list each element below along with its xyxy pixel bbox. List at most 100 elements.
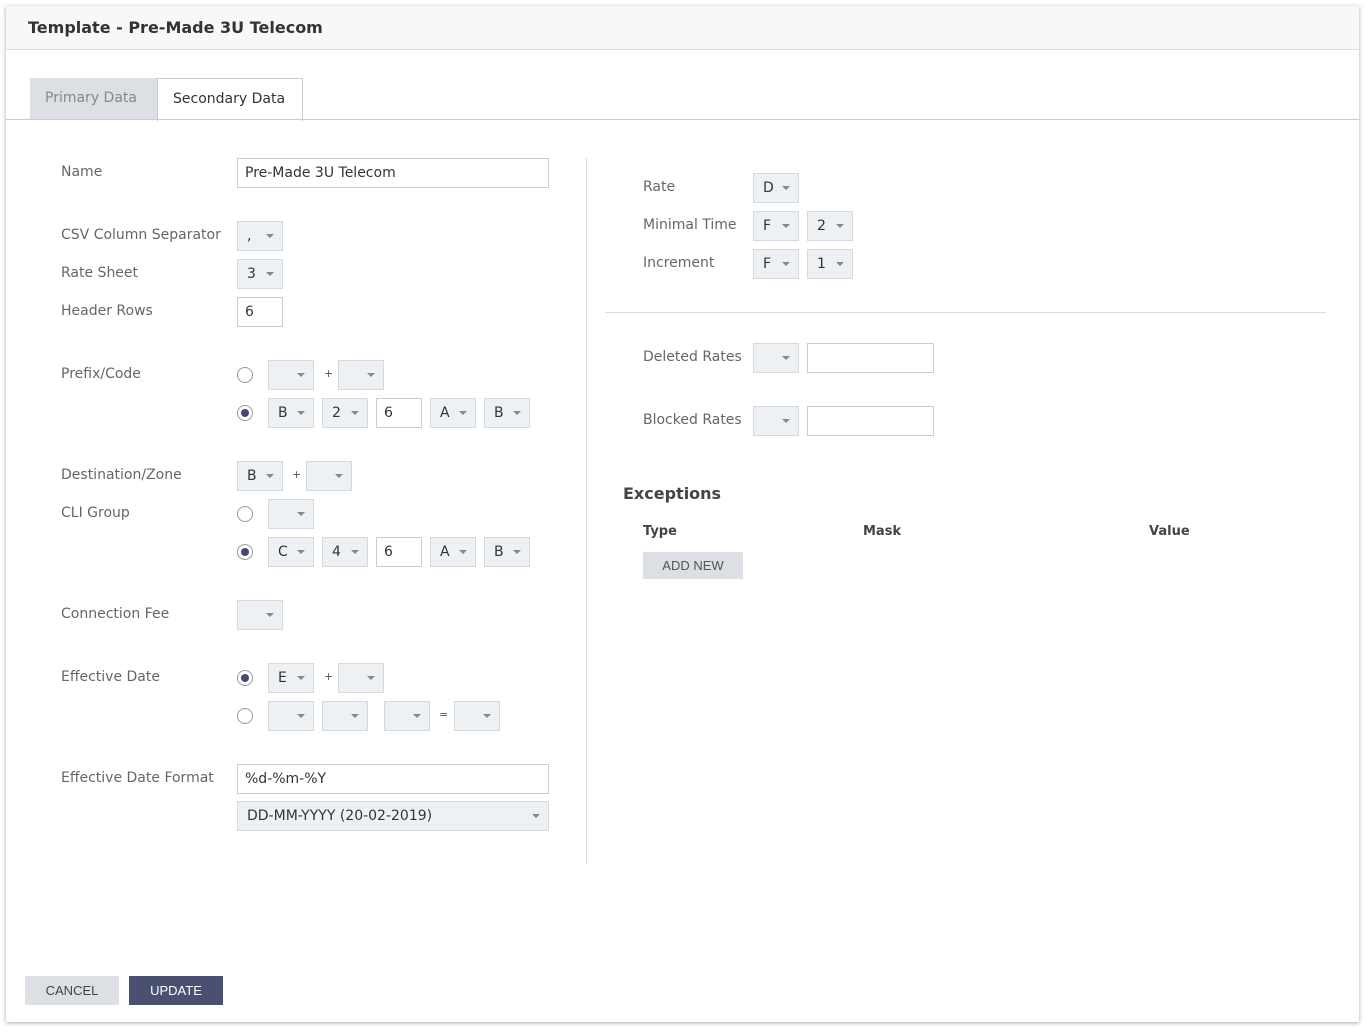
increment-label: Increment [643,255,715,271]
chevron-down-icon [782,262,790,266]
cli-a-select[interactable]: A [430,537,476,567]
cli-option-2-radio[interactable] [237,544,253,560]
prefix-n-select-value: 2 [332,405,341,421]
blocked-rates-select[interactable] [753,406,799,436]
deleted-rates-label: Deleted Rates [643,349,742,365]
effective-date-extra-select[interactable] [338,663,384,693]
header-rows-input[interactable]: 6 [237,297,283,327]
chevron-down-icon [351,550,359,554]
prefix-number-input[interactable]: 6 [376,398,422,428]
name-input[interactable]: Pre-Made 3U Telecom [237,158,549,188]
minimal-time-n-select[interactable]: 2 [807,211,853,241]
chevron-down-icon [297,714,305,718]
prefix-n-select[interactable]: 2 [322,398,368,428]
chevron-down-icon [782,186,790,190]
blocked-rates-label: Blocked Rates [643,412,742,428]
effective-date-column-select-value: E [278,670,287,686]
cli-column-select[interactable]: C [268,537,314,567]
add-exception-button[interactable]: ADD NEW [643,552,743,579]
prefix-a-select-value: A [440,405,450,421]
effective-date-opt2-select-a[interactable] [268,701,314,731]
chevron-down-icon [836,224,844,228]
tab-primary-data[interactable]: Primary Data [30,78,157,120]
exceptions-col-mask: Mask [863,524,902,539]
cli-number-input[interactable]: 6 [376,537,422,567]
deleted-rates-input[interactable] [807,343,934,373]
effective-date-format-input[interactable]: %d-%m-%Y [237,764,549,794]
increment-n-select-value: 1 [817,256,826,272]
column-divider [586,158,587,864]
rate-select[interactable]: D [753,173,799,203]
template-dialog: Template - Pre-Made 3U Telecom Primary D… [6,6,1359,1022]
rate-sheet-select-value: 3 [247,266,256,282]
cli-opt1-select[interactable] [268,499,314,529]
chevron-down-icon [297,676,305,680]
csv-separator-select[interactable]: , [237,221,283,251]
prefix-opt1-select-b[interactable] [338,360,384,390]
rate-sheet-select[interactable]: 3 [237,259,283,289]
effective-date-opt2-select-b[interactable] [322,701,368,731]
increment-n-select[interactable]: 1 [807,249,853,279]
increment-column-select-value: F [763,256,772,272]
chevron-down-icon [297,411,305,415]
prefix-option-2-radio[interactable] [237,405,253,421]
destination-column-select-value: B [247,468,257,484]
prefix-opt1-select-a[interactable] [268,360,314,390]
cancel-button[interactable]: CANCEL [25,976,119,1005]
prefix-a-select[interactable]: A [430,398,476,428]
chevron-down-icon [532,814,540,818]
destination-column-select[interactable]: B [237,461,283,491]
blocked-rates-input[interactable] [807,406,934,436]
connection-fee-select[interactable] [237,600,283,630]
cli-n-select[interactable]: 4 [322,537,368,567]
chevron-down-icon [782,419,790,423]
exceptions-title: Exceptions [623,484,722,503]
chevron-down-icon [459,411,467,415]
deleted-rates-select[interactable] [753,343,799,373]
effective-date-format-input-value: %d-%m-%Y [245,771,327,787]
effective-date-column-select[interactable]: E [268,663,314,693]
effective-date-plus: + [324,670,334,683]
chevron-down-icon [367,373,375,377]
prefix-b-select-value: B [494,405,504,421]
rate-label: Rate [643,179,676,195]
chevron-down-icon [266,474,274,478]
cli-b-select[interactable]: B [484,537,530,567]
destination-zone-label: Destination/Zone [61,467,182,483]
cli-option-1-radio[interactable] [237,506,253,522]
chevron-down-icon [513,550,521,554]
destination-extra-select[interactable] [306,461,352,491]
increment-column-select[interactable]: F [753,249,799,279]
chevron-down-icon [266,613,274,617]
effective-date-format-preset-select[interactable]: DD-MM-YYYY (20-02-2019) [237,801,549,831]
effective-date-opt2-select-d[interactable] [454,701,500,731]
chevron-down-icon [335,474,343,478]
tab-divider [6,119,1359,120]
destination-plus: + [292,468,302,481]
chevron-down-icon [782,224,790,228]
minimal-time-column-select[interactable]: F [753,211,799,241]
chevron-down-icon [836,262,844,266]
prefix-column-select[interactable]: B [268,398,314,428]
effective-date-format-label: Effective Date Format [61,770,214,786]
chevron-down-icon [266,272,274,276]
tab-secondary-data[interactable]: Secondary Data [157,78,303,121]
name-label: Name [61,164,103,180]
prefix-b-select[interactable]: B [484,398,530,428]
minimal-time-label: Minimal Time [643,217,737,233]
cli-b-select-value: B [494,544,504,560]
chevron-down-icon [297,373,305,377]
chevron-down-icon [351,411,359,415]
prefix-column-select-value: B [278,405,288,421]
effective-date-opt2-select-c[interactable] [384,701,430,731]
chevron-down-icon [483,714,491,718]
effective-date-equals: = [439,708,449,721]
chevron-down-icon [513,411,521,415]
connection-fee-label: Connection Fee [61,606,170,622]
effective-date-option-1-radio[interactable] [237,670,253,686]
update-button[interactable]: UPDATE [129,976,223,1005]
cli-n-select-value: 4 [332,544,341,560]
name-input-value: Pre-Made 3U Telecom [245,165,396,181]
effective-date-option-2-radio[interactable] [237,708,253,724]
prefix-option-1-radio[interactable] [237,367,253,383]
